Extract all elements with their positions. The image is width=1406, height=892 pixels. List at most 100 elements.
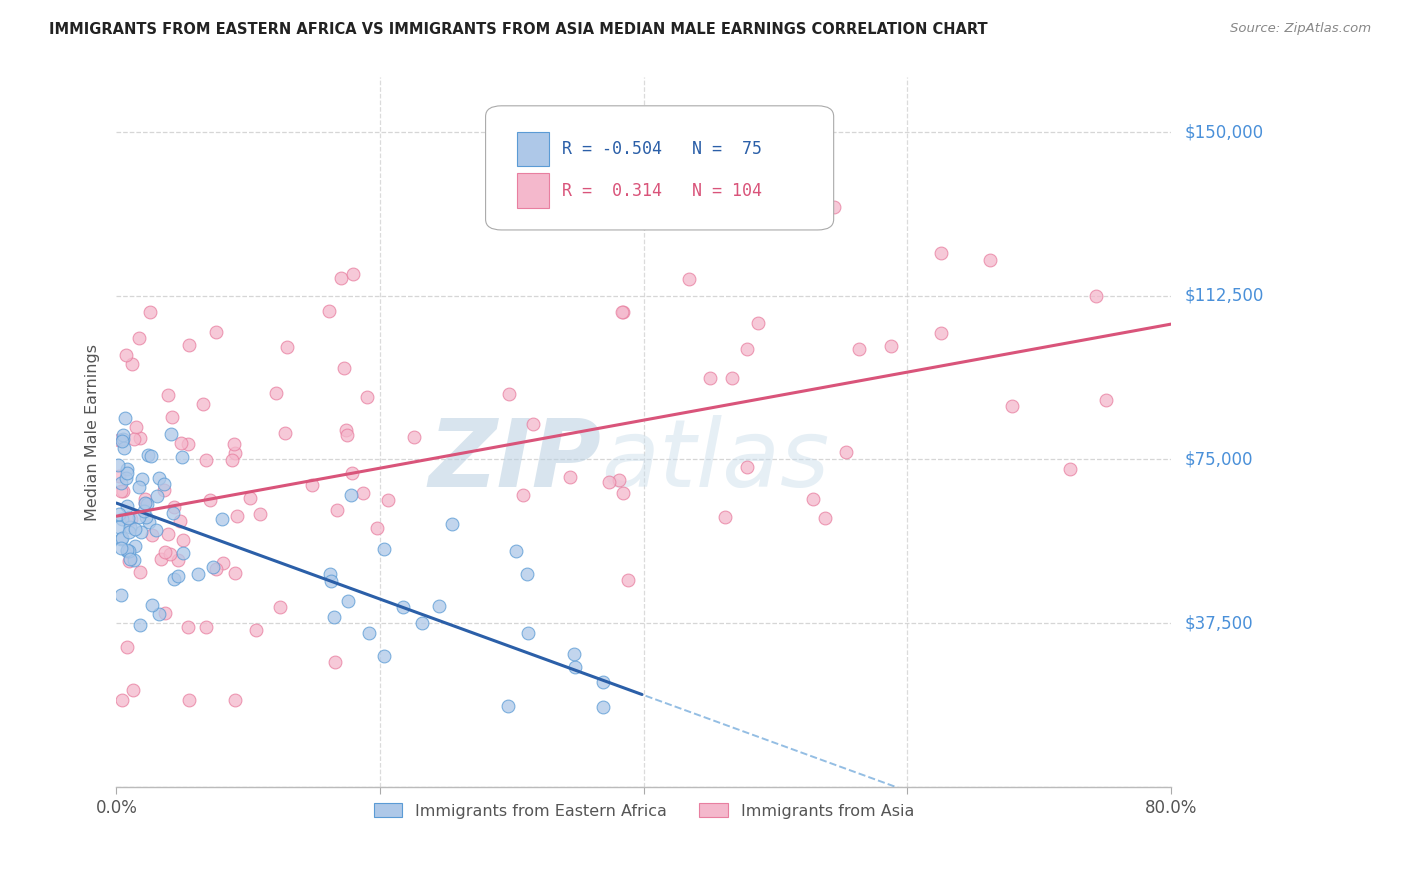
- Point: [128, 331, 150, 345]
- Point: [330, 271, 353, 285]
- Point: [136, 497, 159, 511]
- FancyBboxPatch shape: [485, 106, 834, 230]
- Point: [135, 509, 157, 524]
- Point: [122, 553, 145, 567]
- Point: [157, 387, 180, 401]
- Point: [162, 572, 184, 586]
- Point: [441, 516, 464, 531]
- Point: [366, 520, 388, 534]
- Point: [138, 515, 160, 529]
- Point: [592, 675, 614, 690]
- Point: [150, 551, 173, 566]
- Point: [146, 489, 169, 503]
- Point: [325, 655, 347, 669]
- Point: [153, 483, 176, 498]
- Point: [108, 433, 131, 447]
- Point: [118, 543, 141, 558]
- Point: [108, 519, 131, 533]
- Point: [118, 525, 141, 540]
- Point: [114, 348, 136, 362]
- Point: [134, 496, 156, 510]
- Point: [512, 488, 534, 502]
- Point: [141, 449, 163, 463]
- Point: [333, 361, 356, 376]
- Point: [198, 493, 221, 508]
- Point: [111, 434, 134, 448]
- Text: Source: ZipAtlas.com: Source: ZipAtlas.com: [1230, 22, 1371, 36]
- Point: [112, 441, 135, 455]
- Point: [110, 475, 132, 490]
- Point: [522, 417, 544, 432]
- Point: [139, 305, 162, 319]
- Point: [1084, 289, 1107, 303]
- Point: [323, 610, 346, 624]
- Point: [120, 511, 142, 525]
- Point: [128, 480, 150, 494]
- Point: [592, 699, 614, 714]
- Point: [721, 370, 744, 384]
- Point: [107, 469, 129, 483]
- Point: [264, 386, 287, 401]
- Point: [172, 546, 194, 560]
- Point: [356, 390, 378, 404]
- Point: [336, 428, 359, 442]
- Point: [172, 533, 194, 547]
- Point: [114, 411, 136, 425]
- Point: [136, 448, 159, 462]
- Point: [132, 503, 155, 517]
- Point: [342, 268, 364, 282]
- Point: [224, 446, 246, 460]
- Point: [177, 692, 200, 706]
- Point: [167, 569, 190, 583]
- Point: [498, 386, 520, 401]
- Point: [111, 511, 134, 525]
- Point: [1059, 462, 1081, 476]
- Point: [112, 428, 135, 442]
- Point: [110, 533, 132, 547]
- Point: [194, 620, 217, 634]
- Point: [153, 606, 176, 620]
- Point: [148, 471, 170, 485]
- Point: [848, 343, 870, 357]
- Point: [335, 424, 357, 438]
- Point: [402, 430, 425, 444]
- Point: [169, 435, 191, 450]
- Point: [110, 588, 132, 602]
- Point: [117, 511, 139, 525]
- Point: [120, 552, 142, 566]
- Point: [342, 466, 364, 480]
- Point: [612, 486, 634, 500]
- Point: [276, 340, 298, 354]
- Point: [153, 477, 176, 491]
- Point: [357, 625, 380, 640]
- Text: atlas: atlas: [602, 415, 830, 506]
- Point: [714, 509, 737, 524]
- Point: [880, 339, 903, 353]
- Point: [128, 617, 150, 632]
- Point: [558, 469, 581, 483]
- Point: [115, 466, 138, 480]
- Point: [117, 543, 139, 558]
- Point: [737, 342, 759, 356]
- Point: [122, 683, 145, 698]
- Point: [373, 648, 395, 663]
- Point: [411, 615, 433, 630]
- Point: [115, 461, 138, 475]
- Text: $75,000: $75,000: [1185, 450, 1254, 468]
- Point: [616, 574, 638, 588]
- Point: [979, 253, 1001, 268]
- Point: [326, 503, 349, 517]
- Point: [516, 567, 538, 582]
- Point: [392, 599, 415, 614]
- Point: [166, 553, 188, 567]
- Point: [340, 488, 363, 502]
- Point: [427, 599, 450, 613]
- Point: [318, 567, 340, 582]
- Point: [141, 528, 163, 542]
- Point: [1001, 399, 1024, 413]
- Point: [141, 598, 163, 612]
- Point: [117, 640, 139, 655]
- Point: [1094, 392, 1116, 407]
- Text: $37,500: $37,500: [1185, 614, 1254, 632]
- Point: [373, 542, 395, 557]
